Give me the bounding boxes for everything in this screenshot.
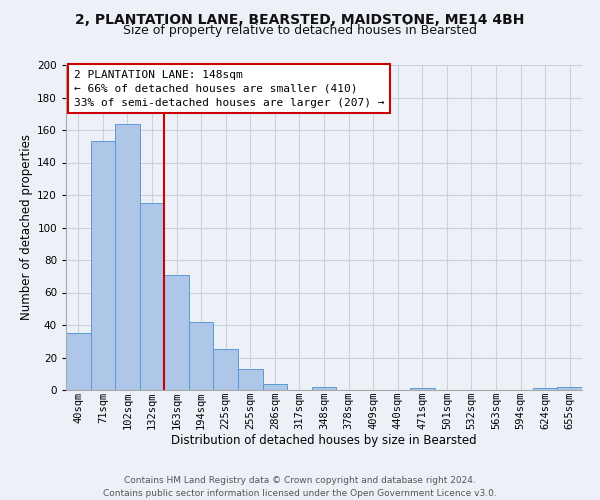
Bar xyxy=(238,369,263,390)
Bar xyxy=(263,384,287,390)
Y-axis label: Number of detached properties: Number of detached properties xyxy=(20,134,33,320)
Text: 2, PLANTATION LANE, BEARSTED, MAIDSTONE, ME14 4BH: 2, PLANTATION LANE, BEARSTED, MAIDSTONE,… xyxy=(76,12,524,26)
Text: Size of property relative to detached houses in Bearsted: Size of property relative to detached ho… xyxy=(123,24,477,37)
Bar xyxy=(164,274,189,390)
Bar xyxy=(214,350,238,390)
Text: 2 PLANTATION LANE: 148sqm
← 66% of detached houses are smaller (410)
33% of semi: 2 PLANTATION LANE: 148sqm ← 66% of detac… xyxy=(74,70,384,108)
Bar xyxy=(312,387,336,390)
Bar xyxy=(140,203,164,390)
Bar xyxy=(557,387,582,390)
Text: Contains HM Land Registry data © Crown copyright and database right 2024.
Contai: Contains HM Land Registry data © Crown c… xyxy=(103,476,497,498)
Bar xyxy=(115,124,140,390)
Bar xyxy=(410,388,434,390)
Bar xyxy=(533,388,557,390)
Bar xyxy=(189,322,214,390)
X-axis label: Distribution of detached houses by size in Bearsted: Distribution of detached houses by size … xyxy=(171,434,477,448)
Bar xyxy=(91,142,115,390)
Bar xyxy=(66,333,91,390)
